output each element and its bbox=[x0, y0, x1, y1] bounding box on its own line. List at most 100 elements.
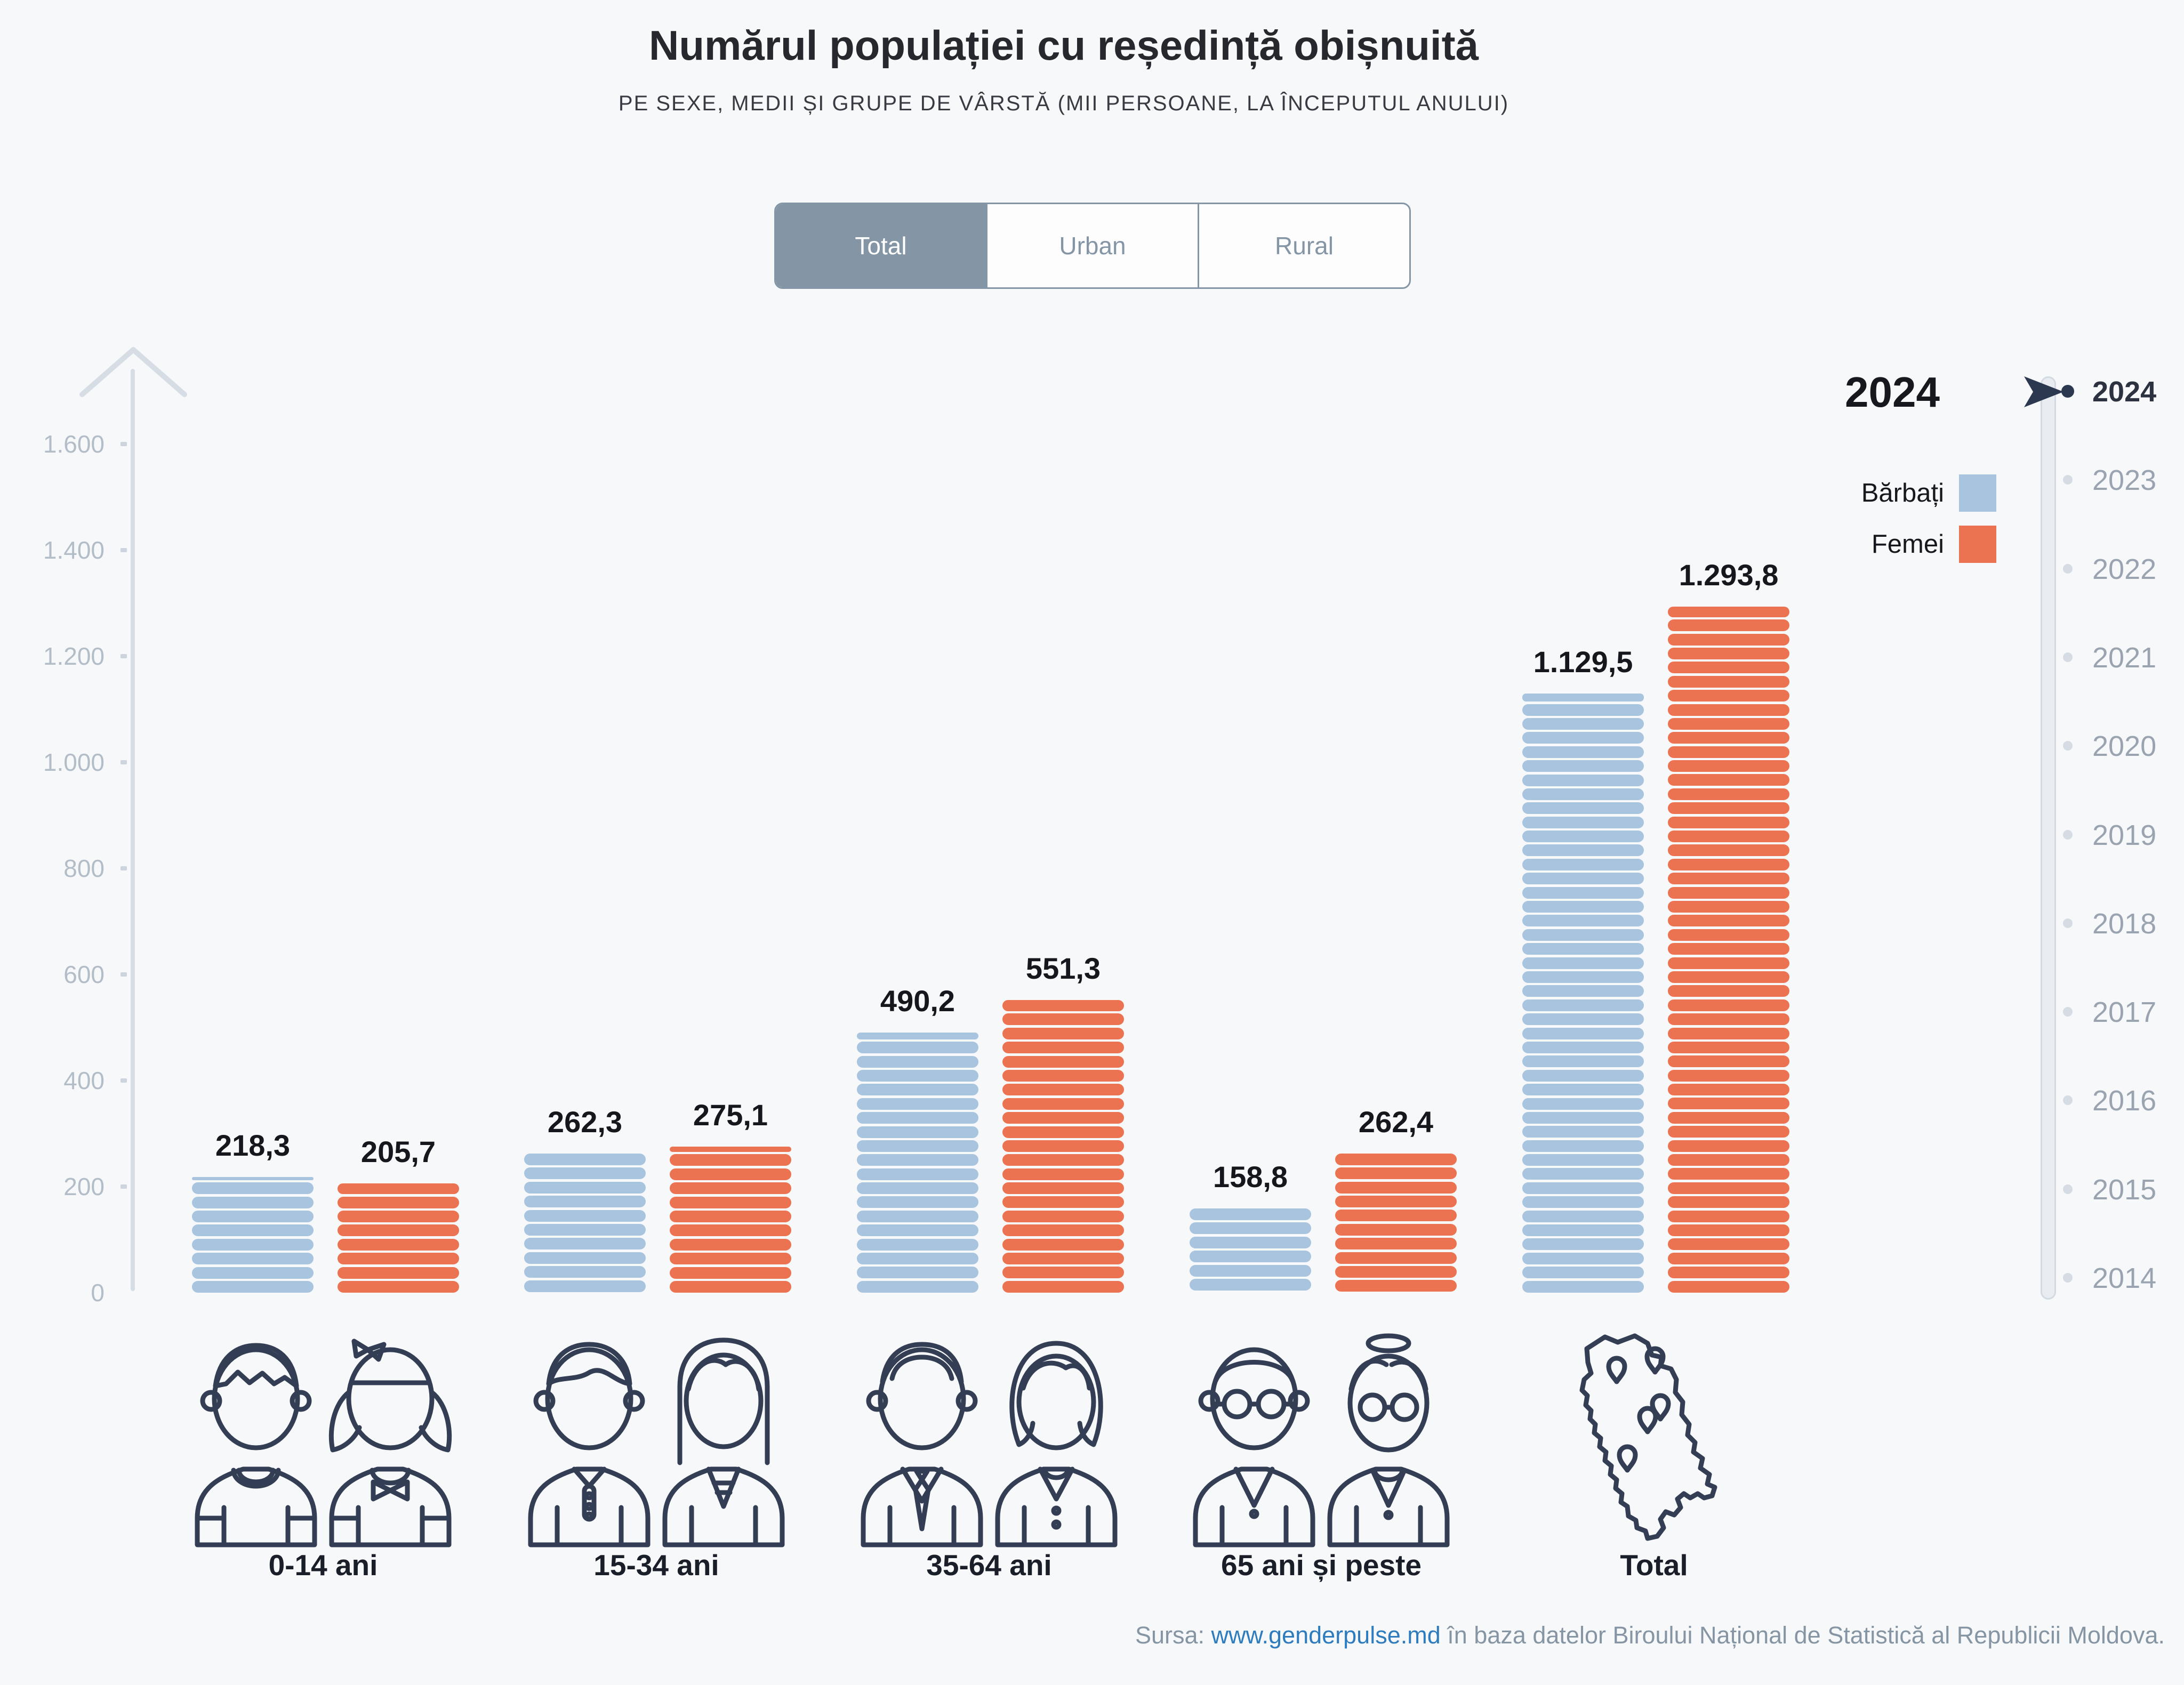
senior-woman-icon bbox=[1321, 1329, 1456, 1551]
legend-item-label: Bărbați bbox=[1861, 479, 1944, 507]
bar-stripe bbox=[670, 1267, 791, 1279]
bar-stripe bbox=[857, 1140, 978, 1152]
timeline-year-2022[interactable]: 2022 bbox=[2092, 553, 2157, 585]
legend-swatch bbox=[1959, 526, 1996, 563]
timeline-dot-2019[interactable] bbox=[2063, 829, 2073, 840]
bar-stripe bbox=[192, 1267, 314, 1279]
bar-stripe bbox=[1002, 1112, 1124, 1124]
timeline-dot-2022[interactable] bbox=[2063, 563, 2073, 574]
bar-stripe bbox=[857, 1069, 978, 1082]
bar-stripe bbox=[524, 1266, 646, 1278]
bar-stripe bbox=[192, 1210, 314, 1222]
bar-stripe bbox=[1522, 1182, 1644, 1194]
bar-stripe bbox=[670, 1253, 791, 1265]
timeline-year-2021[interactable]: 2021 bbox=[2092, 641, 2157, 674]
bar-stripe bbox=[192, 1196, 314, 1208]
timeline-year-2014[interactable]: 2014 bbox=[2092, 1262, 2157, 1294]
bar-stripe bbox=[1522, 717, 1644, 730]
timeline-year-2018[interactable]: 2018 bbox=[2092, 907, 2157, 940]
bar-stripe bbox=[1668, 971, 1789, 983]
category-icons-15-34 ani bbox=[522, 1329, 791, 1551]
bar-stripe bbox=[1668, 619, 1789, 632]
bar-stripe bbox=[1522, 985, 1644, 997]
bar-stripe bbox=[670, 1154, 791, 1166]
y-tick-label: 200 bbox=[63, 1173, 105, 1200]
bar-stripe bbox=[670, 1147, 791, 1152]
bar-stripe bbox=[1002, 1042, 1124, 1054]
bar-stripe bbox=[1668, 1055, 1789, 1068]
y-tick-label: 1.200 bbox=[43, 642, 105, 670]
bar-stripe bbox=[1668, 1098, 1789, 1110]
bar-stripe bbox=[1335, 1223, 1457, 1236]
bar-stripe bbox=[1190, 1278, 1311, 1291]
legend-swatch bbox=[1959, 474, 1996, 512]
y-axis-arrow-icon bbox=[79, 347, 187, 397]
bar-stripe bbox=[1522, 1055, 1644, 1068]
timeline-dot-2020[interactable] bbox=[2063, 741, 2073, 751]
bar-stripe bbox=[1522, 1238, 1644, 1251]
value-label-bărbați: 158,8 bbox=[1213, 1159, 1288, 1194]
timeline-year-2019[interactable]: 2019 bbox=[2092, 819, 2157, 851]
source-note: Sursa: www.genderpulse.md în baza datelo… bbox=[1135, 1622, 2165, 1649]
bar-stripe bbox=[857, 1253, 978, 1265]
bar-stripe bbox=[1002, 1168, 1124, 1180]
bar-stripe bbox=[192, 1182, 314, 1195]
timeline-dot-2024[interactable] bbox=[2061, 385, 2074, 398]
value-label-femei: 262,4 bbox=[1358, 1104, 1434, 1139]
tab-urban[interactable]: Urban bbox=[986, 204, 1198, 287]
timeline-dot-2014[interactable] bbox=[2063, 1273, 2073, 1283]
tab-rural[interactable]: Rural bbox=[1198, 204, 1409, 287]
bar-stripe bbox=[1335, 1266, 1457, 1278]
bar-stripe bbox=[524, 1154, 646, 1165]
timeline-year-2023[interactable]: 2023 bbox=[2092, 464, 2157, 497]
timeline-dot-2016[interactable] bbox=[2063, 1095, 2073, 1106]
bar-stripe bbox=[1522, 1280, 1644, 1293]
bar-stripe bbox=[1668, 1280, 1789, 1293]
timeline-cursor-icon[interactable] bbox=[2024, 376, 2065, 408]
y-tick-mark bbox=[121, 760, 127, 764]
bar-stripe bbox=[1002, 1000, 1124, 1011]
y-tick-label: 1.600 bbox=[43, 430, 105, 458]
bar-stripe bbox=[1668, 858, 1789, 870]
bar-stripe bbox=[1668, 802, 1789, 815]
bar-stripe bbox=[1522, 1196, 1644, 1208]
adult-man-icon bbox=[855, 1329, 989, 1551]
bar-stripe bbox=[1522, 1041, 1644, 1053]
timeline-year-2017[interactable]: 2017 bbox=[2092, 996, 2157, 1029]
y-tick-label: 800 bbox=[63, 854, 105, 882]
bar-stripe bbox=[1668, 1267, 1789, 1279]
bar-stripe bbox=[1522, 915, 1644, 927]
timeline-dot-2018[interactable] bbox=[2063, 918, 2073, 928]
timeline-year-2016[interactable]: 2016 bbox=[2092, 1085, 2157, 1117]
bar-stripe bbox=[670, 1168, 791, 1180]
bar-stripe bbox=[1522, 1013, 1644, 1026]
source-link[interactable]: www.genderpulse.md bbox=[1211, 1622, 1441, 1649]
timeline-dot-2017[interactable] bbox=[2063, 1007, 2073, 1017]
tab-total[interactable]: Total bbox=[776, 204, 986, 287]
bar-stripe bbox=[1668, 746, 1789, 758]
bar-stripe bbox=[1522, 1111, 1644, 1124]
timeline-year-2015[interactable]: 2015 bbox=[2092, 1173, 2157, 1206]
bar-stripe bbox=[1522, 1069, 1644, 1082]
bar-stripe bbox=[1522, 1098, 1644, 1110]
y-tick-label: 1.400 bbox=[43, 536, 105, 564]
y-tick-mark bbox=[121, 1184, 127, 1189]
bar-bărbați-0-14 ani bbox=[192, 1176, 314, 1293]
legend-item-femei: Femei bbox=[1776, 526, 1996, 563]
timeline-dot-2015[interactable] bbox=[2063, 1184, 2073, 1194]
bar-stripe bbox=[1335, 1280, 1457, 1292]
bar-stripe bbox=[1522, 831, 1644, 843]
bar-stripe bbox=[857, 1182, 978, 1195]
timeline-track[interactable] bbox=[2041, 376, 2056, 1300]
bar-stripe bbox=[857, 1098, 978, 1110]
timeline-dot-2023[interactable] bbox=[2063, 475, 2073, 485]
timeline-year-2024[interactable]: 2024 bbox=[2092, 376, 2157, 408]
bar-stripe bbox=[192, 1280, 314, 1293]
bar-stripe bbox=[1522, 858, 1644, 870]
bar-stripe bbox=[1668, 831, 1789, 843]
bar-stripe bbox=[1668, 1041, 1789, 1053]
bar-stripe bbox=[1002, 1182, 1124, 1195]
timeline-year-2020[interactable]: 2020 bbox=[2092, 730, 2157, 763]
timeline-dot-2021[interactable] bbox=[2063, 652, 2073, 662]
legend-item-label: Femei bbox=[1871, 530, 1944, 559]
